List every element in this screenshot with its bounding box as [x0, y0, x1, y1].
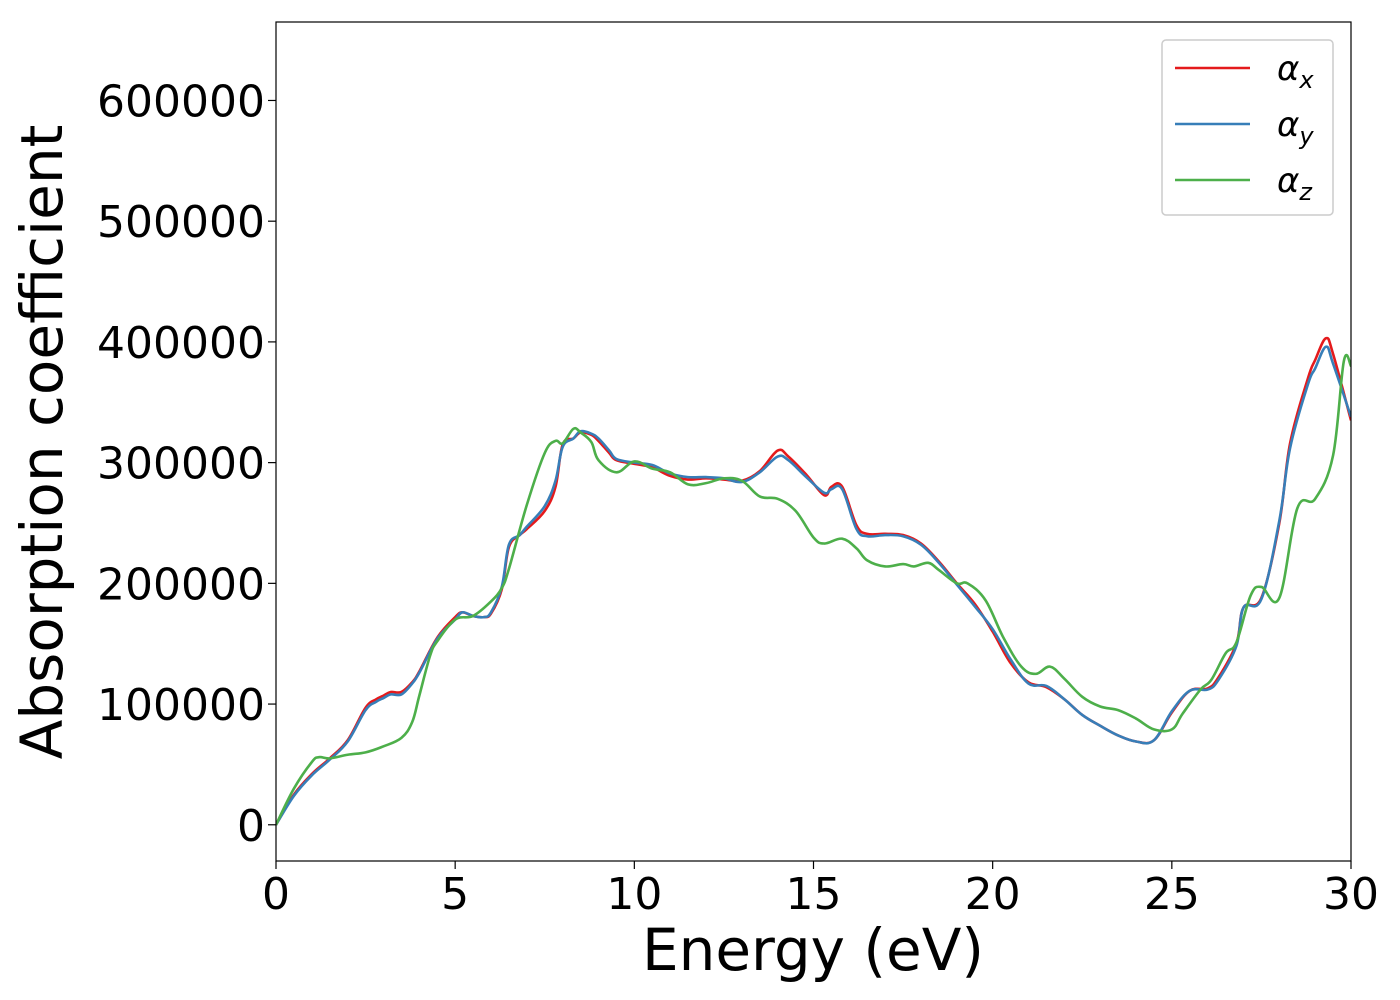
series-layer — [276, 336, 1351, 826]
y-tick-label: 200000 — [97, 559, 265, 610]
y-axis-ticks: 0 100000 200000 300000 400000 500000 600000 — [97, 76, 276, 852]
x-tick-label: 0 — [262, 869, 290, 920]
x-tick-label: 20 — [965, 869, 1021, 920]
y-tick-label: 300000 — [97, 439, 265, 490]
legend: αx αy αz — [1161, 39, 1334, 216]
legend-label-z: αz — [1277, 161, 1313, 206]
y-tick-label: 600000 — [97, 76, 265, 127]
series-line-z — [276, 353, 1351, 826]
legend-label-x: αx — [1277, 49, 1314, 94]
y-tick-label: 500000 — [97, 197, 265, 248]
y-tick-label: 100000 — [97, 680, 265, 731]
x-axis-label: Energy (eV) — [642, 916, 984, 984]
y-tick-label: 400000 — [97, 318, 265, 369]
x-tick-label: 10 — [606, 869, 662, 920]
x-tick-label: 25 — [1144, 869, 1200, 920]
x-tick-label: 30 — [1323, 869, 1379, 920]
legend-label-y: αy — [1277, 105, 1314, 150]
y-axis-label: Absorption coefficient — [8, 125, 76, 760]
y-tick-label: 0 — [237, 801, 265, 852]
x-tick-label: 5 — [441, 869, 469, 920]
legend-box — [1161, 39, 1334, 216]
x-tick-label: 15 — [786, 869, 842, 920]
x-axis-ticks: 0 5 10 15 20 25 30 — [262, 861, 1379, 920]
plot-frame — [275, 21, 1352, 862]
